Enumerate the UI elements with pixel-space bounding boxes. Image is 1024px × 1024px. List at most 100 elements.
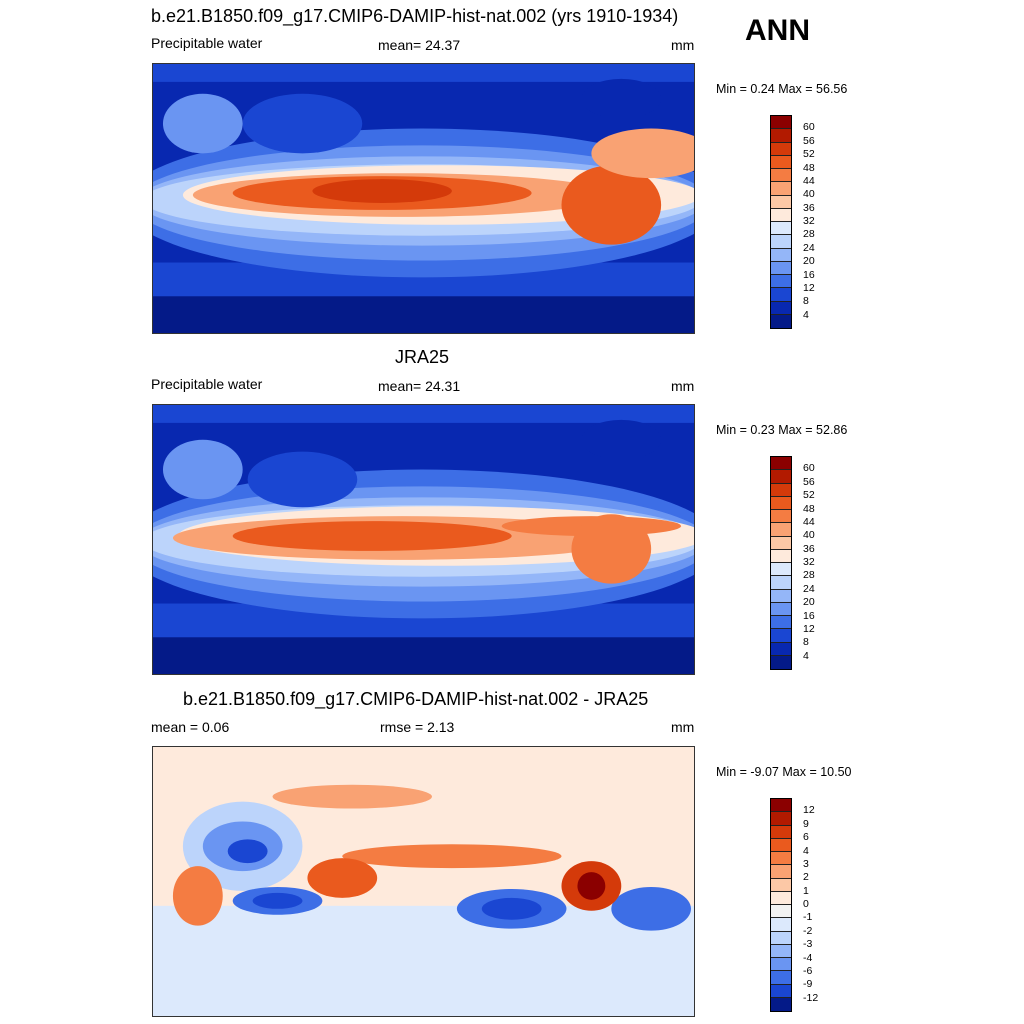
panel2-colorbar (770, 456, 792, 670)
colorbar-tick-label: 52 (803, 148, 815, 161)
colorbar-swatch (771, 984, 791, 998)
colorbar-swatch (771, 301, 791, 315)
colorbar-swatch (771, 971, 791, 985)
panel1-variable-label: Precipitable water (151, 35, 263, 51)
colorbar-swatch (771, 457, 791, 471)
colorbar-swatch (771, 523, 791, 537)
colorbar-swatch (771, 878, 791, 892)
colorbar-tick-label: 8 (803, 295, 809, 308)
colorbar-tick-label: 36 (803, 542, 815, 555)
colorbar-swatch (771, 642, 791, 656)
colorbar-swatch (771, 288, 791, 302)
colorbar-swatch (771, 799, 791, 813)
colorbar-swatch (771, 275, 791, 289)
colorbar-swatch (771, 169, 791, 183)
colorbar-tick-label: 28 (803, 228, 815, 241)
colorbar-tick-label: 48 (803, 161, 815, 174)
panel3-field (153, 747, 694, 1016)
colorbar-swatch (771, 852, 791, 866)
colorbar-tick-label: 28 (803, 569, 815, 582)
colorbar-tick-label: 12 (803, 804, 815, 817)
panel2-title: JRA25 (395, 347, 450, 367)
colorbar-swatch (771, 589, 791, 603)
colorbar-tick-label: 44 (803, 515, 815, 528)
colorbar-tick-label: 20 (803, 596, 815, 609)
colorbar-swatch (771, 997, 791, 1011)
colorbar-swatch (771, 155, 791, 169)
colorbar-swatch (771, 602, 791, 616)
colorbar-tick-label: 3 (803, 857, 809, 870)
colorbar-swatch (771, 261, 791, 275)
colorbar-tick-label: 60 (803, 121, 815, 134)
colorbar-swatch (771, 510, 791, 524)
colorbar-tick-label: 12 (803, 281, 815, 294)
colorbar-swatch (771, 918, 791, 932)
colorbar-tick-label: 24 (803, 241, 815, 254)
panel2-variable-label: Precipitable water (151, 376, 263, 392)
colorbar-tick-label: 16 (803, 609, 815, 622)
colorbar-swatch (771, 549, 791, 563)
panel2-field (153, 405, 694, 674)
panel3-mean: mean = 0.06 (151, 719, 230, 735)
panel3-map (152, 746, 695, 1017)
colorbar-swatch (771, 208, 791, 222)
colorbar-tick-label: 6 (803, 831, 809, 844)
colorbar-swatch (771, 483, 791, 497)
panel1-units: mm (671, 37, 695, 53)
colorbar-tick-label: -2 (803, 924, 813, 937)
colorbar-swatch (771, 576, 791, 590)
colorbar-swatch (771, 182, 791, 196)
colorbar-swatch (771, 563, 791, 577)
colorbar-swatch (771, 496, 791, 510)
panel2-minmax: Min = 0.23 Max = 52.86 (716, 423, 848, 437)
colorbar-tick-label: 32 (803, 556, 815, 568)
colorbar-tick-label: 36 (803, 201, 815, 214)
colorbar-tick-label: 44 (803, 174, 815, 187)
colorbar-swatch (771, 629, 791, 643)
panel3-rmse: rmse = 2.13 (380, 719, 455, 735)
panel1-mean: mean= 24.37 (378, 37, 461, 53)
colorbar-tick-label: 52 (803, 489, 815, 502)
colorbar-tick-label: 56 (803, 475, 815, 488)
panel3-colorbar (770, 798, 792, 1012)
colorbar-swatch (771, 129, 791, 143)
panel2-map (152, 404, 695, 675)
panel1-map (152, 63, 695, 334)
colorbar-tick-label: 8 (803, 636, 809, 649)
colorbar-tick-label: -4 (803, 951, 813, 964)
season-label: ANN (745, 14, 810, 47)
colorbar-swatch (771, 865, 791, 879)
panel2-mean: mean= 24.31 (378, 378, 461, 394)
colorbar-tick-label: -9 (803, 978, 813, 991)
colorbar-tick-label: 16 (803, 268, 815, 281)
colorbar-swatch (771, 838, 791, 852)
colorbar-swatch (771, 142, 791, 156)
panel1-field (153, 64, 694, 333)
panel3-title: b.e21.B1850.f09_g17.CMIP6-DAMIP-hist-nat… (183, 689, 649, 709)
colorbar-tick-label: 4 (803, 649, 809, 662)
panel1-colorbar (770, 115, 792, 329)
colorbar-tick-label: -12 (803, 991, 819, 1004)
colorbar-swatch (771, 248, 791, 262)
colorbar-swatch (771, 944, 791, 958)
panel3-minmax: Min = -9.07 Max = 10.50 (716, 765, 852, 779)
colorbar-tick-label: -3 (803, 938, 813, 951)
panel1-minmax: Min = 0.24 Max = 56.56 (716, 82, 848, 96)
panel1-title: b.e21.B1850.f09_g17.CMIP6-DAMIP-hist-nat… (151, 6, 679, 26)
colorbar-swatch (771, 655, 791, 669)
colorbar-swatch (771, 222, 791, 236)
colorbar-tick-label: 1 (803, 884, 809, 897)
colorbar-tick-label: 4 (803, 844, 809, 857)
colorbar-swatch (771, 891, 791, 905)
colorbar-tick-label: 56 (803, 134, 815, 147)
colorbar-tick-label: 40 (803, 188, 815, 201)
colorbar-swatch (771, 235, 791, 249)
colorbar-tick-label: -1 (803, 911, 813, 924)
colorbar-tick-label: -6 (803, 964, 813, 977)
colorbar-swatch (771, 825, 791, 839)
colorbar-tick-label: 48 (803, 502, 815, 515)
colorbar-tick-label: 20 (803, 255, 815, 268)
colorbar-tick-label: 4 (803, 308, 809, 321)
colorbar-tick-label: 60 (803, 462, 815, 475)
colorbar-swatch (771, 905, 791, 919)
